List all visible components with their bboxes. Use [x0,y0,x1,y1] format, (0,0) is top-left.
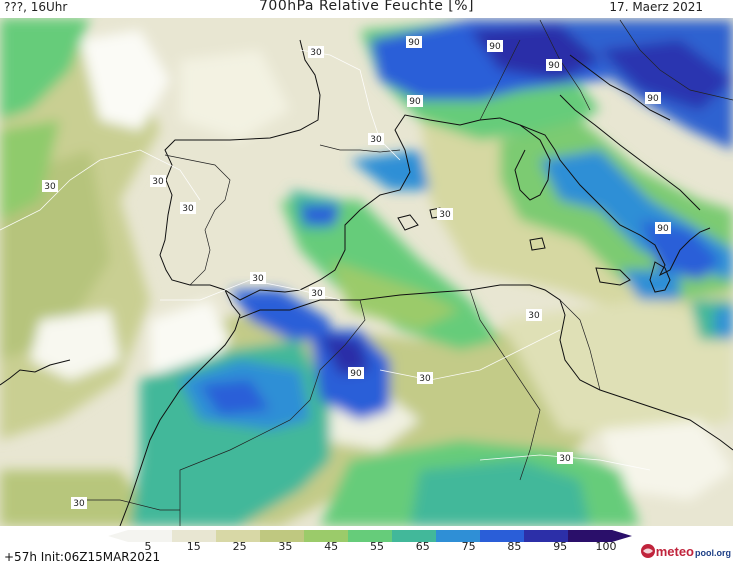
colorbar-label: 85 [507,540,522,553]
contour-label-90: 90 [645,92,661,104]
contour-label-text: 30 [559,454,571,464]
contour-label-90: 90 [406,36,422,48]
valid-time-label: ???, 16Uhr [4,0,68,14]
contour-label-30: 30 [180,202,196,214]
globe-icon [640,544,655,558]
colorbar-step [436,530,481,542]
valid-date-label: 17. Maerz 2021 [609,0,703,14]
contour-label-30: 30 [437,208,453,220]
header: ???, 16Uhr 700hPa Relative Feuchte [%] 1… [0,0,733,18]
colorbar-label: 5 [144,540,152,553]
run-info: +57h Init:06Z15MAR2021 [4,550,161,564]
colorbar [108,530,632,542]
logo-suffix: pool.org [695,547,731,558]
contour-labels: 30 30 30 30 30 30 30 30 30 30 30 30 90 9… [42,36,671,509]
coastlines [0,39,733,526]
contour-label-30: 30 [309,287,325,299]
contour-label-text: 30 [44,182,56,192]
humidity-field [0,18,733,526]
borders [80,19,733,526]
colorbar-step [260,530,305,542]
contour-label-text: 30 [152,177,164,187]
colorbar-step [304,530,349,542]
contour-label-90: 90 [655,222,671,234]
contour-label-text: 30 [73,499,85,509]
contour-label-30: 30 [150,175,166,187]
colorbar-step [128,530,173,542]
contour-label-text: 90 [409,97,421,107]
contour-label-90: 90 [546,59,562,71]
colorbar-steps [128,530,613,542]
footer: 5 15 25 35 45 55 65 75 85 95 100 +57h Init:06Z15MA… [0,526,733,566]
contour-label-30: 30 [71,497,87,509]
colorbar-label: 75 [461,540,476,553]
humidity-map: 30 30 30 30 30 30 30 30 30 30 30 30 90 9… [0,18,733,526]
colorbar-step [216,530,261,542]
colorbar-label: 65 [415,540,430,553]
colorbar-label: 95 [553,540,568,553]
colorbar-step [392,530,437,542]
contour-label-90: 90 [487,40,503,52]
colorbar-arrow-high [612,530,632,542]
colorbar-step [568,530,613,542]
contour-label-30: 30 [526,309,542,321]
contour-label-90: 90 [348,367,364,379]
contour-label-text: 90 [489,42,501,52]
colorbar-label: 45 [324,540,339,553]
colorbar-label: 55 [370,540,384,553]
colorbar-arrow-low [108,530,128,542]
colorbar-label: 15 [186,540,201,553]
colorbar-step [480,530,525,542]
contour-label-30: 30 [308,46,324,58]
contour-label-text: 90 [350,369,362,379]
contour-label-text: 30 [182,204,194,214]
contour-label-90: 90 [407,95,423,107]
contour-label-text: 30 [439,210,451,220]
contour-label-30: 30 [557,452,573,464]
colorbar-label: 25 [232,540,247,553]
map-title: 700hPa Relative Feuchte [%] [259,0,474,14]
contour-label-30: 30 [250,272,266,284]
colorbar-label: 100 [595,540,617,553]
contour-label-30: 30 [368,133,384,145]
colorbar-step [348,530,393,542]
contour-label-text: 30 [311,289,323,299]
meteopool-logo[interactable]: meteo pool.org [640,543,731,559]
contour-label-30: 30 [417,372,433,384]
logo-name: meteo [655,543,694,559]
contour-label-text: 90 [408,38,420,48]
contour-label-text: 90 [548,61,560,71]
contour-label-text: 30 [252,274,264,284]
colorbar-step [172,530,217,542]
contour-label-text: 30 [528,311,540,321]
contour-label-30: 30 [42,180,58,192]
colorbar-label: 35 [278,540,293,553]
contour-label-text: 90 [647,94,659,104]
colorbar-step [524,530,569,542]
contour-label-text: 30 [419,374,431,384]
contour-label-text: 90 [657,224,669,234]
contour-label-text: 30 [310,48,322,58]
contour-label-text: 30 [370,135,382,145]
colorbar-labels: 5 15 25 35 45 55 65 75 85 95 100 [0,540,733,554]
